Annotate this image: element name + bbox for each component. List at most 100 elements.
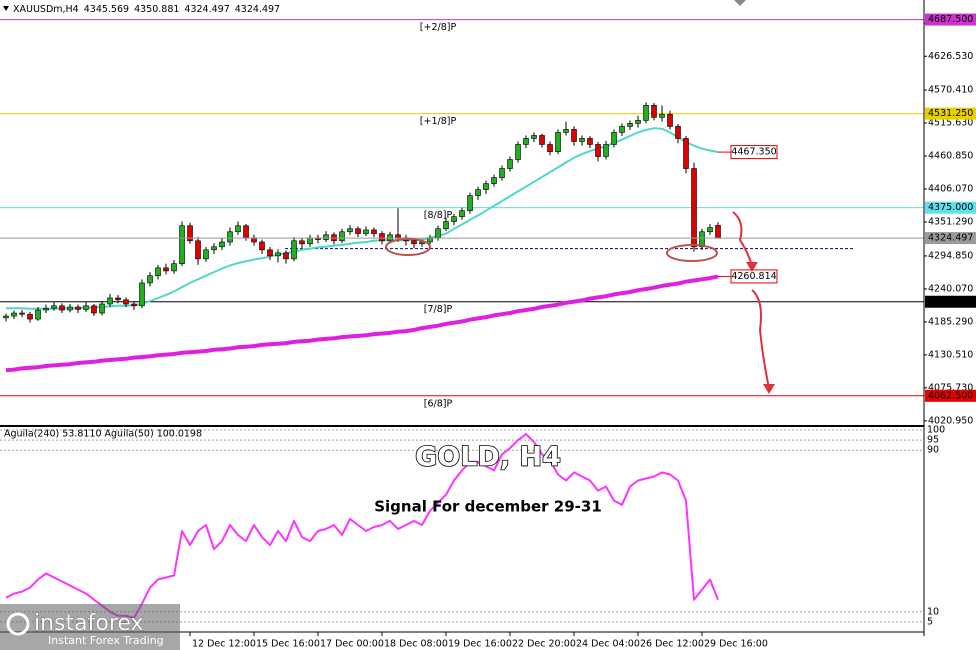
level-price-box <box>925 201 976 214</box>
candle-body <box>603 144 609 157</box>
candle-body <box>395 234 401 239</box>
candle-body <box>531 135 537 139</box>
candle-body <box>219 241 225 248</box>
candle-body <box>179 225 185 264</box>
candle-body <box>667 114 673 127</box>
candle-body <box>419 241 425 245</box>
candle-body <box>43 307 49 311</box>
support-ellipse <box>666 244 718 262</box>
chart-subtitle: Signal For december 29-31 <box>374 498 602 516</box>
candle-body <box>715 225 721 239</box>
last-high: 4350.881 <box>134 4 179 15</box>
candle-body <box>483 183 489 190</box>
shift-marker <box>734 0 746 6</box>
candle-body <box>99 303 105 314</box>
level-name: [8/8]P <box>424 210 453 221</box>
candle-body <box>235 225 241 233</box>
y-tick-label: 100 <box>927 425 945 436</box>
y-tick-label: 4460.850 <box>928 151 973 162</box>
candle-body <box>643 105 649 121</box>
level-price-box <box>925 389 976 402</box>
candle-body <box>347 228 353 233</box>
candle-body <box>283 252 289 260</box>
support-ellipse <box>385 238 431 256</box>
candle-body <box>635 120 641 124</box>
level-name: [6/8]P <box>424 398 453 409</box>
logo-name: instaforex <box>34 611 144 636</box>
candle-body <box>539 135 545 145</box>
candle-body <box>595 144 601 157</box>
level-price-label: 4062.500 <box>928 390 973 401</box>
y-tick-label: 95 <box>927 435 939 446</box>
y-tick-label: 4515.630 <box>928 118 973 129</box>
y-tick-label: 4626.530 <box>928 51 973 62</box>
candle-body <box>299 240 305 245</box>
candle-body <box>571 129 577 142</box>
candle-body <box>91 305 97 314</box>
level-price-box <box>925 13 976 26</box>
level-price-box <box>925 295 976 308</box>
candle-body <box>651 105 657 118</box>
candle-body <box>547 144 553 152</box>
candle-body <box>451 216 457 222</box>
candle-body <box>11 312 17 317</box>
moving-average <box>5 274 719 373</box>
candle-body <box>443 221 449 230</box>
candle-body <box>243 225 249 239</box>
ma-end-label: 4467.350 <box>731 147 776 158</box>
candle-body <box>187 225 193 242</box>
level-name: [7/8]P <box>424 304 453 315</box>
candle-body <box>35 309 41 320</box>
level-price-box <box>925 107 976 120</box>
last-open: 4345.569 <box>84 4 129 15</box>
candle-body <box>211 246 217 251</box>
candle-body <box>259 241 265 251</box>
candle-body <box>195 240 201 260</box>
candle-body <box>563 129 569 133</box>
candle-body <box>123 299 129 305</box>
candle-body <box>371 229 377 234</box>
candle-body <box>459 210 465 218</box>
candle-body <box>59 305 65 311</box>
candle-body <box>507 159 513 169</box>
candle-body <box>379 233 385 242</box>
candle-body <box>83 305 89 310</box>
y-tick-label: 4185.290 <box>928 316 973 327</box>
candle-body <box>19 312 25 315</box>
candle-body <box>155 267 161 277</box>
y-tick-label: 5 <box>927 616 933 627</box>
level-price-label: 4687.500 <box>928 14 973 25</box>
y-tick-label: 4020.950 <box>928 415 973 426</box>
menu-triangle[interactable] <box>3 6 9 11</box>
candle-body <box>75 306 81 310</box>
current-price-label: 4324.497 <box>928 233 973 244</box>
candle-body <box>139 282 145 307</box>
x-tick-label: 17 Dec 00:00 <box>320 639 384 650</box>
candle-body <box>659 114 665 118</box>
level-name: [+2/8]P <box>420 22 457 33</box>
candle-body <box>339 231 345 242</box>
candle-body <box>171 263 177 272</box>
candle-body <box>587 138 593 145</box>
candle-body <box>491 177 497 184</box>
y-tick-label: 4130.510 <box>928 349 973 360</box>
y-tick-label: 4294.850 <box>928 250 973 261</box>
candle-body <box>475 189 481 196</box>
symbol-header: XAUUSDm,H4 4345.569 4350.881 4324.497 4324.4… <box>13 4 280 15</box>
candle-body <box>363 229 369 234</box>
candle-body <box>67 306 73 311</box>
candle-body <box>115 297 121 301</box>
logo-tagline: Instant Forex Trading <box>48 634 164 647</box>
logo-icon <box>6 612 30 636</box>
candle-body <box>627 123 633 127</box>
x-tick-label: 29 Dec 16:00 <box>704 639 768 650</box>
candle-body <box>691 168 697 248</box>
chart-title: GOLD, H4 <box>415 442 561 473</box>
candle-body <box>683 138 689 169</box>
arrowhead <box>763 384 775 394</box>
candle-body <box>707 227 713 233</box>
x-tick-label: 24 Dec 04:00 <box>576 639 640 650</box>
candle-body <box>163 267 169 272</box>
candle-body <box>227 231 233 243</box>
